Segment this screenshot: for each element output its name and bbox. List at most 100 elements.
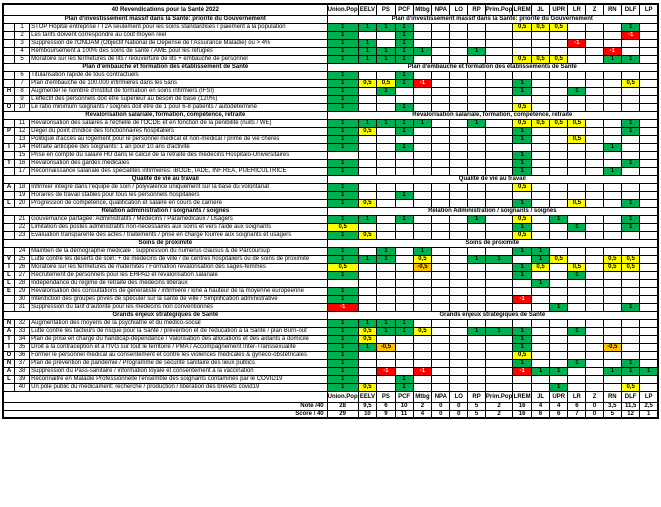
score-cell	[602, 118, 622, 128]
party-column-header: RP	[467, 3, 486, 16]
score-cell	[376, 70, 396, 80]
score-cell	[531, 134, 551, 144]
score-cell	[412, 278, 433, 288]
score-cell	[484, 118, 514, 128]
score-cell	[602, 382, 622, 392]
score-cell: 1	[326, 70, 359, 80]
score-cell	[620, 342, 641, 352]
score-cell	[567, 254, 587, 264]
score-cell	[549, 30, 569, 40]
score-cell	[585, 78, 604, 88]
score-cell	[512, 254, 533, 264]
demand-text: Recrutement de personnels pour les EHPAD…	[29, 270, 328, 280]
score-cell	[585, 190, 604, 200]
score-cell: 1	[394, 142, 414, 152]
score-cell: 1	[567, 326, 587, 336]
score-cell	[394, 342, 414, 352]
row-number: 32	[13, 318, 31, 328]
score-cell: 1	[549, 214, 569, 224]
party-column-header: LP	[639, 3, 659, 16]
score-cell	[431, 358, 451, 368]
score-row-value: 10	[357, 409, 378, 419]
score-cell: 1	[512, 262, 533, 272]
score-cell: 1	[326, 118, 359, 128]
section-title-right: Soins de proximité	[326, 238, 659, 248]
score-cell	[585, 102, 604, 112]
score-cell	[412, 86, 433, 96]
score-cell	[431, 350, 451, 360]
demand-row: 19 Horaires de travail stables pour tous …	[2, 190, 659, 200]
score-cell: 1	[326, 134, 359, 144]
score-cell: 1	[567, 86, 587, 96]
score-row-value: 9	[376, 409, 396, 419]
score-cell: 0,5	[412, 326, 433, 336]
score-cell	[567, 46, 587, 56]
score-cell	[512, 142, 533, 152]
score-cell	[484, 334, 514, 344]
score-cell	[620, 278, 641, 288]
score-cell	[467, 150, 486, 160]
score-cell	[484, 22, 514, 32]
side-letter	[2, 46, 16, 56]
score-cell	[431, 262, 451, 272]
score-cell: 1	[326, 166, 359, 176]
note-row-value: 3,5	[602, 401, 622, 411]
row-number: 28	[13, 278, 31, 288]
score-cell: 1	[531, 278, 551, 288]
score-cell	[376, 230, 396, 240]
party-column-header: LP	[639, 390, 659, 403]
row-number: 18	[13, 182, 31, 192]
demand-row: O 10 Le ratio minimum soignants / soignés …	[2, 102, 659, 112]
score-cell	[531, 374, 551, 384]
score-cell	[567, 302, 587, 312]
party-column-header: LREM	[512, 3, 533, 16]
demand-row: 30 Interdiction des groupes privés de spé…	[2, 294, 659, 304]
score-cell	[449, 366, 469, 376]
note-row: Note /40 28 9,5 6 10 2 0 0 5 2 16 4 4 6 0 3,5 11,5 2,5	[2, 401, 659, 411]
score-cell: 1	[326, 294, 359, 304]
score-cell	[467, 142, 486, 152]
row-number: 19	[13, 190, 31, 200]
score-cell: 0,5	[512, 54, 533, 64]
score-cell	[376, 262, 396, 272]
score-cell	[431, 22, 451, 32]
score-cell: 1	[326, 342, 359, 352]
score-cell: 1	[326, 22, 359, 32]
score-cell	[549, 278, 569, 288]
score-cell	[602, 134, 622, 144]
score-cell	[549, 190, 569, 200]
score-cell: 1	[376, 326, 396, 336]
score-cell	[376, 126, 396, 136]
score-cell	[549, 286, 569, 296]
score-cell	[602, 190, 622, 200]
score-cell: 1	[620, 54, 641, 64]
score-cell	[639, 30, 659, 40]
demand-row: 40 Un pôle public du médicament: recherch…	[2, 382, 659, 392]
score-cell	[585, 142, 604, 152]
note-row-value: 0	[585, 401, 604, 411]
score-cell: 1	[512, 150, 533, 160]
side-letter: L	[2, 278, 16, 288]
score-row-value: 7	[567, 409, 587, 419]
score-cell: 1	[394, 326, 414, 336]
score-cell	[394, 182, 414, 192]
demand-row: A 18 Infirmier intégré dans l'équipe de so…	[2, 182, 659, 192]
score-cell	[431, 254, 451, 264]
demand-row: 9 L'effectif des personnels doit être sup…	[2, 94, 659, 104]
score-cell	[357, 262, 378, 272]
score-cell: 1	[484, 326, 514, 336]
score-cell	[620, 86, 641, 96]
score-cell: 0,5	[512, 214, 533, 224]
score-cell	[484, 70, 514, 80]
score-cell	[467, 278, 486, 288]
score-cell: 1	[326, 46, 359, 56]
score-cell: 1	[357, 318, 378, 328]
score-cell	[376, 302, 396, 312]
score-cell	[376, 382, 396, 392]
row-number: 40	[13, 382, 31, 392]
score-row-value: 6	[549, 409, 569, 419]
score-cell	[639, 294, 659, 304]
party-column-header: LR	[567, 390, 587, 403]
score-cell	[449, 158, 469, 168]
score-cell: 1	[620, 118, 641, 128]
